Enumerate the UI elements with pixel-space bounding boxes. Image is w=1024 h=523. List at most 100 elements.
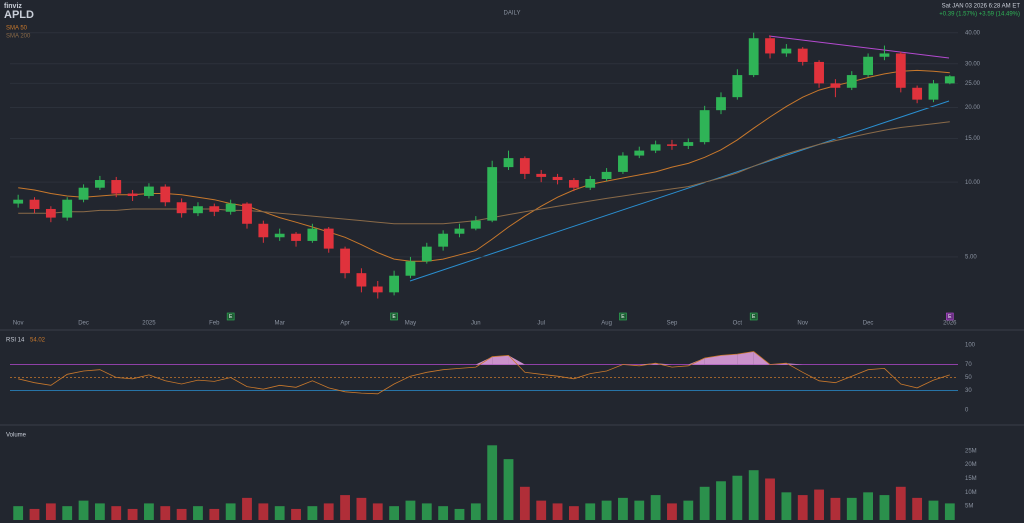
candle-body: [928, 83, 939, 100]
y-tick-label: 15M: [965, 476, 977, 482]
moving-average: [18, 121, 950, 225]
earnings-marker: [226, 312, 235, 321]
volume-bar: [683, 500, 694, 520]
candle-body: [13, 199, 24, 204]
candle-body: [552, 176, 563, 181]
x-tick-label: Jul: [537, 321, 545, 327]
volume-bar: [144, 503, 154, 520]
candle-body: [650, 144, 661, 151]
candle-body: [846, 75, 857, 88]
volume-bar: [470, 503, 481, 520]
candle-body: [748, 38, 759, 76]
candle-body: [765, 38, 775, 54]
legend-label: SMA 50: [6, 26, 28, 32]
volume-bar: [291, 508, 301, 520]
candle-body: [536, 173, 547, 177]
panel-title: RSI 14: [6, 338, 25, 344]
candle-body: [585, 178, 596, 188]
candle-body: [144, 186, 154, 196]
volume-bar: [45, 503, 56, 520]
volume-bar: [912, 497, 923, 520]
volume-bar: [634, 500, 645, 520]
volume-bar: [94, 503, 105, 520]
volume-bar: [797, 495, 808, 520]
volume-bar: [389, 506, 400, 520]
x-tick-label: Sep: [667, 321, 678, 327]
overbought-fill: [737, 351, 754, 365]
candle-body: [470, 220, 481, 229]
volume-bar: [601, 500, 612, 520]
volume-bar: [895, 486, 906, 520]
legend-label: SMA 200: [6, 34, 31, 40]
volume-bar: [193, 506, 203, 520]
volume-bar: [78, 500, 89, 520]
y-tick-label: 15.00: [965, 136, 981, 142]
x-tick-label: Apr: [340, 321, 349, 327]
volume-bar: [421, 503, 432, 520]
candle-body: [781, 48, 792, 54]
volume-bar: [781, 492, 792, 520]
earnings-label: E: [752, 314, 756, 320]
volume-bar: [340, 495, 350, 520]
volume-bar: [323, 503, 334, 520]
candle-body: [618, 155, 628, 172]
y-tick-label: 30: [965, 388, 972, 394]
x-tick-label: Dec: [863, 321, 874, 327]
candle-body: [487, 167, 498, 221]
ticker: APLD: [4, 9, 34, 21]
volume-bar: [127, 508, 138, 520]
brand: finviz: [4, 3, 22, 10]
volume-bar: [585, 503, 596, 520]
candle-body: [634, 150, 645, 156]
volume-bar: [258, 503, 269, 520]
y-tick-label: 20.00: [965, 105, 981, 111]
x-tick-label: Aug: [601, 321, 612, 327]
candle-body: [356, 273, 367, 287]
earnings-label: E: [948, 314, 952, 320]
candle-body: [503, 158, 514, 168]
moving-average: [18, 69, 950, 262]
candle-body: [242, 203, 252, 224]
volume-bar: [846, 497, 857, 520]
overbought-fill: [786, 363, 803, 365]
volume-bar: [13, 506, 24, 520]
candle-body: [944, 76, 955, 84]
volume-bar: [928, 500, 939, 520]
volume-bar: [748, 470, 759, 520]
x-tick-label: Jun: [471, 321, 481, 327]
candle-body: [78, 187, 89, 200]
candle-body: [209, 206, 220, 212]
y-tick-label: 25M: [965, 448, 977, 454]
volume-bar: [814, 489, 824, 520]
volume-bar: [536, 500, 547, 520]
volume-bar: [372, 503, 383, 520]
x-tick-label: 2025: [142, 321, 156, 327]
volume-bar: [699, 486, 710, 520]
timestamp: Sat JAN 03 2026 6:28 AM ET: [942, 4, 1021, 10]
volume-bar: [732, 475, 743, 520]
panel-title: Volume: [6, 433, 27, 439]
volume-bar: [454, 508, 465, 520]
candle-body: [307, 228, 318, 241]
volume-bar: [667, 503, 677, 520]
candle-body: [716, 97, 726, 111]
candle-body: [879, 53, 890, 57]
candle-body: [699, 110, 710, 143]
candle-body: [519, 158, 530, 174]
earnings-marker: [749, 312, 758, 321]
candle-body: [421, 246, 432, 262]
x-tick-label: Oct: [733, 321, 743, 327]
volume-bar: [716, 481, 726, 520]
candle-body: [323, 228, 334, 249]
y-tick-label: 100: [965, 343, 976, 349]
candle-body: [601, 171, 612, 179]
candle-body: [732, 75, 743, 98]
volume-bar: [568, 506, 579, 520]
volume-bar: [176, 508, 187, 520]
earnings-label: E: [621, 314, 625, 320]
overbought-fill: [475, 356, 493, 365]
x-tick-label: Nov: [797, 321, 808, 327]
